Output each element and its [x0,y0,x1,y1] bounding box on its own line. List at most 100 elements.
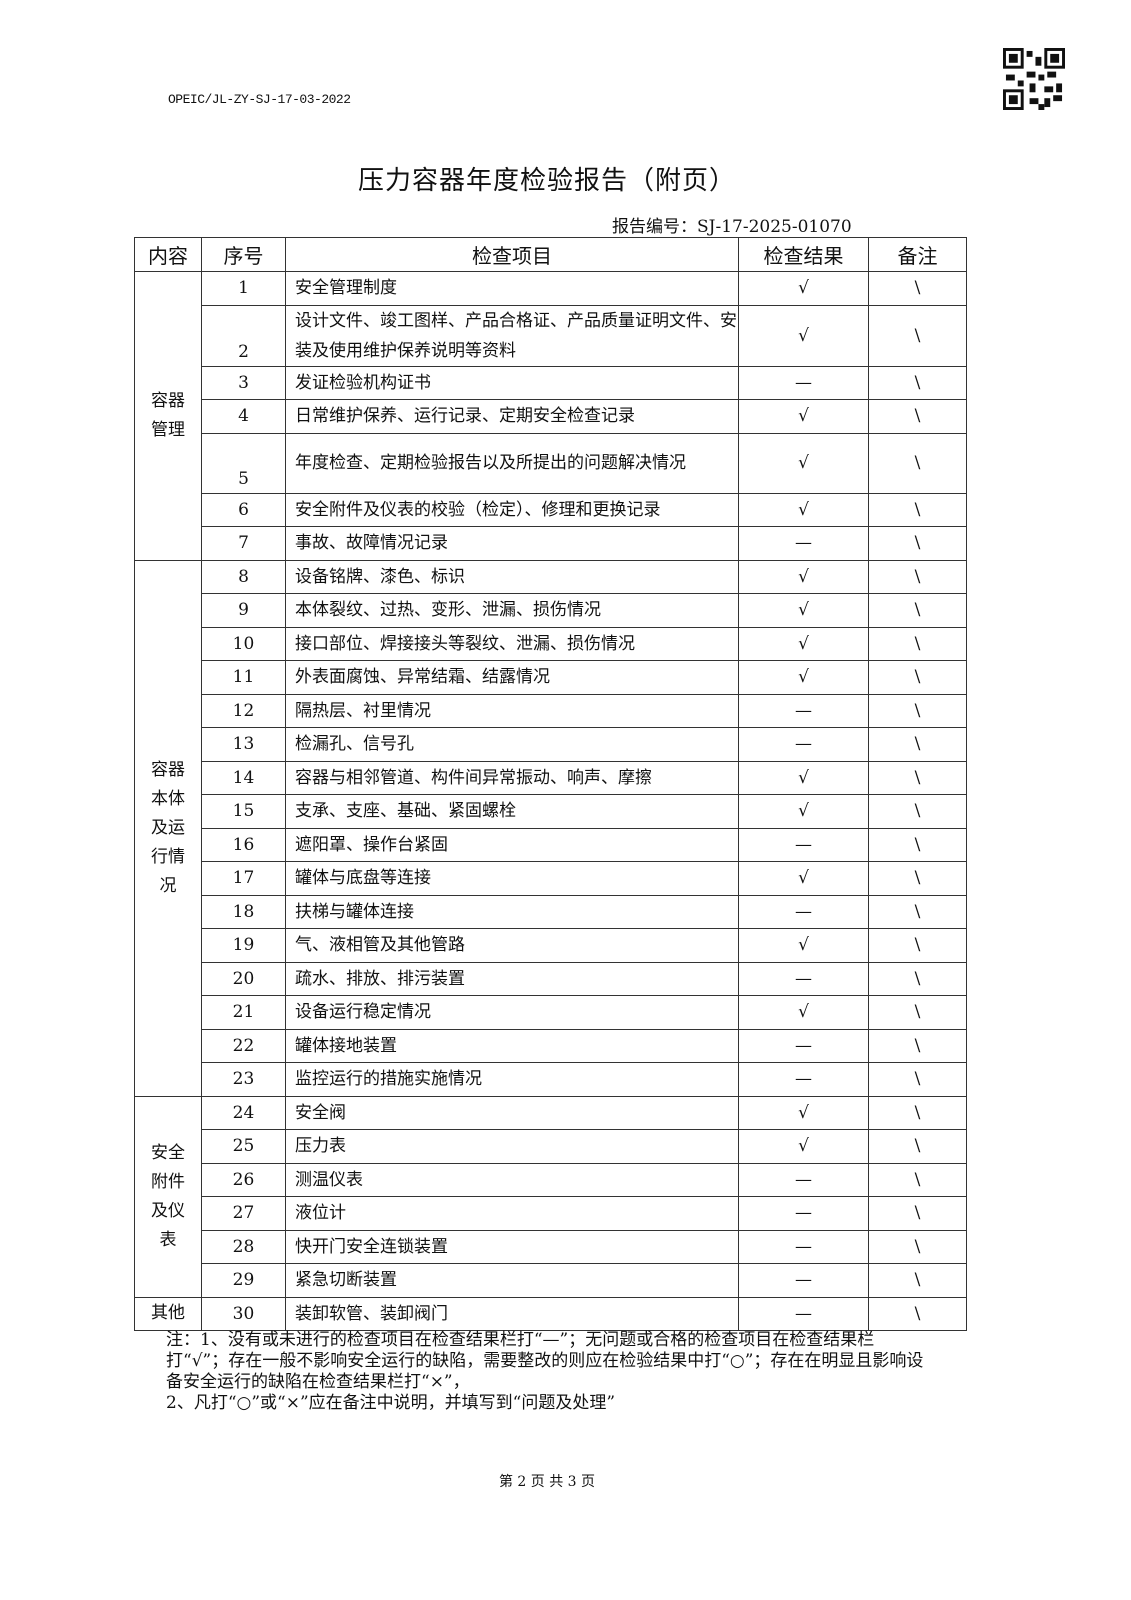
result-cell: √ [738,626,869,661]
remark-cell: \ [868,1095,967,1130]
remark-cell: \ [868,760,967,795]
report-number: 报告编号：SJ-17-2025-01070 [612,217,852,237]
table-row: 12 隔热层、衬里情况 — \ [135,693,967,728]
page-title: 压力容器年度检验报告（附页） [357,166,736,196]
result-cell: √ [738,304,869,367]
item-name: 设备运行稳定情况 [285,995,739,1030]
result-cell: — [738,1162,869,1197]
table-row: 容器本体及运行情况 8 设备铭牌、漆色、标识 √ \ [134,559,967,1097]
header-item: 检查项目 [285,237,739,272]
item-name: 事故、故障情况记录 [285,526,739,561]
remark-cell: \ [868,1129,967,1164]
table-row: 21 设备运行稳定情况 √ \ [135,995,967,1030]
header-number: 序号 [201,237,286,272]
remark-cell: \ [868,432,967,494]
table-row: 安全附件及仪表 24 安全阀 √ \ [134,1095,967,1298]
result-cell: — [738,961,869,996]
item-number: 19 [201,928,286,963]
item-name: 安全阀 [285,1095,739,1130]
notes: 注：1、没有或未进行的检查项目在检查结果栏打“—”；无问题或合格的检查项目在检查… [166,1330,936,1414]
table-row: 16 遮阳罩、操作台紧固 — \ [135,827,967,862]
result-cell: — [738,526,869,561]
item-name: 紧急切断装置 [285,1263,739,1298]
result-cell: √ [738,760,869,795]
result-cell: — [738,1229,869,1264]
item-number: 2 [201,304,286,367]
remark-cell: \ [868,827,967,862]
table-row: 14 容器与相邻管道、构件间异常振动、响声、摩擦 √ \ [135,760,967,795]
item-name: 罐体与底盘等连接 [285,861,739,896]
remark-cell: \ [868,928,967,963]
result-cell: — [738,1196,869,1231]
item-name: 气、液相管及其他管路 [285,928,739,963]
item-number: 28 [201,1229,286,1264]
remark-cell: \ [868,1028,967,1063]
item-number: 20 [201,961,286,996]
table-row: 15 支承、支座、基础、紧固螺栓 √ \ [135,794,967,829]
item-name: 装卸软管、装卸阀门 [285,1296,739,1331]
group-label: 容器管理 [134,271,202,561]
item-number: 29 [201,1263,286,1298]
result-cell: — [738,1028,869,1063]
table-row: 26 测温仪表 — \ [135,1162,967,1197]
table-row: 13 检漏孔、信号孔 — \ [135,727,967,762]
item-number: 25 [201,1129,286,1164]
remark-cell: \ [868,559,967,594]
item-name: 接口部位、焊接接头等裂纹、泄漏、损伤情况 [285,626,739,661]
note-2: 2、凡打“○”或“×”应在备注中说明，并填写到“问题及处理” [166,1393,616,1413]
item-name: 压力表 [285,1129,739,1164]
item-name: 日常维护保养、运行记录、定期安全检查记录 [285,399,739,434]
table-row: 11 外表面腐蚀、异常结霜、结露情况 √ \ [135,660,967,695]
remark-cell: \ [868,626,967,661]
table-row: 5 年度检查、定期检验报告以及所提出的问题解决情况 √ \ [135,432,967,494]
item-number: 14 [201,760,286,795]
item-name: 支承、支座、基础、紧固螺栓 [285,794,739,829]
remark-cell: \ [868,1229,967,1264]
result-cell: √ [738,660,869,695]
table-row: 18 扶梯与罐体连接 — \ [135,894,967,929]
result-cell: √ [738,861,869,896]
item-name: 疏水、排放、排污装置 [285,961,739,996]
table-row: 20 疏水、排放、排污装置 — \ [135,961,967,996]
item-name: 容器与相邻管道、构件间异常振动、响声、摩擦 [285,760,739,795]
item-name: 监控运行的措施实施情况 [285,1062,739,1097]
table-row: 3 发证检验机构证书 — \ [135,365,967,400]
result-cell: — [738,1062,869,1097]
remark-cell: \ [868,526,967,561]
remark-cell: \ [868,399,967,434]
result-cell: √ [738,995,869,1030]
result-cell: √ [738,794,869,829]
result-cell: — [738,827,869,862]
item-number: 6 [201,492,286,527]
group-label: 容器本体及运行情况 [134,559,202,1097]
page-number: 第 2 页 共 3 页 [498,1474,596,1490]
item-number: 15 [201,794,286,829]
group-label: 安全附件及仪表 [134,1095,202,1298]
item-number: 16 [201,827,286,862]
result-cell: — [738,894,869,929]
result-cell: √ [738,271,869,306]
table-header: 内容 序号 检查项目 检查结果 备注 [134,237,967,272]
form-code: OPEIC/JL-ZY-SJ-17-03-2022 [168,92,351,107]
item-number: 9 [201,593,286,628]
item-number: 1 [201,271,286,306]
remark-cell: \ [868,727,967,762]
result-cell: — [738,727,869,762]
item-number: 30 [201,1296,286,1331]
result-cell: √ [738,432,869,494]
remark-cell: \ [868,271,967,306]
item-name: 隔热层、衬里情况 [285,693,739,728]
header-result: 检查结果 [738,237,869,272]
remark-cell: \ [868,304,967,367]
result-cell: √ [738,593,869,628]
result-cell: √ [738,1129,869,1164]
remark-cell: \ [868,593,967,628]
result-cell: — [738,693,869,728]
item-number: 8 [201,559,286,594]
table-row: 10 接口部位、焊接接头等裂纹、泄漏、损伤情况 √ \ [135,626,967,661]
result-cell: — [738,1263,869,1298]
item-number: 18 [201,894,286,929]
item-number: 21 [201,995,286,1030]
note-1: 注：1、没有或未进行的检查项目在检查结果栏打“—”；无问题或合格的检查项目在检查… [166,1330,924,1392]
item-number: 5 [201,432,286,494]
